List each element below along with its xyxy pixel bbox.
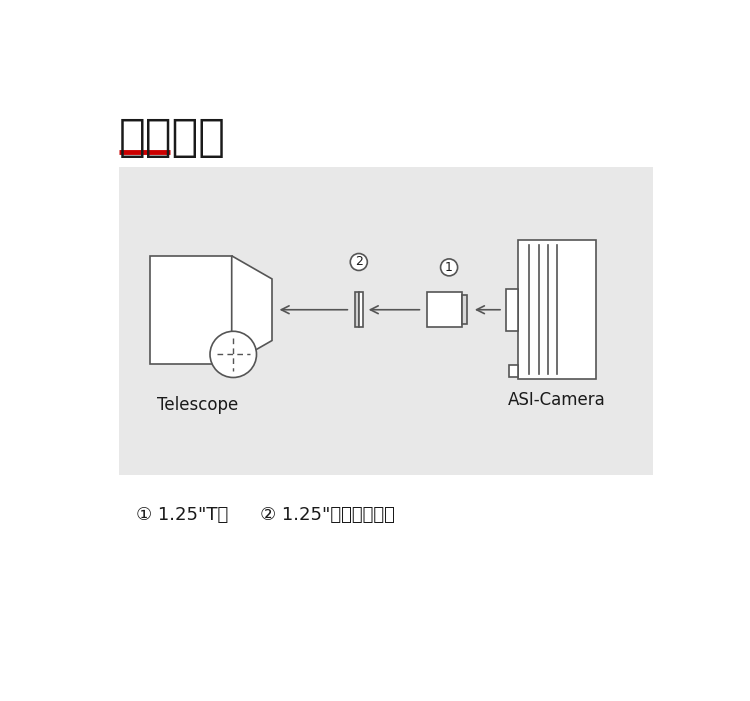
Circle shape — [350, 254, 368, 271]
Bar — [359, 292, 363, 327]
Bar — [118, 168, 653, 475]
Polygon shape — [232, 256, 272, 364]
Circle shape — [210, 332, 256, 378]
Text: 1: 1 — [446, 261, 453, 274]
Bar — [509, 365, 518, 378]
Bar — [149, 256, 232, 364]
Bar — [355, 292, 359, 327]
Text: Telescope: Telescope — [158, 396, 238, 414]
Text: ① 1.25"T桶: ① 1.25"T桶 — [136, 506, 229, 524]
Bar — [506, 289, 518, 330]
Text: ASI-Camera: ASI-Camera — [509, 391, 606, 409]
Bar — [427, 292, 462, 327]
Bar — [462, 295, 467, 325]
Text: 连接方式: 连接方式 — [118, 116, 226, 159]
Text: ② 1.25"滤镜（可选）: ② 1.25"滤镜（可选） — [260, 506, 395, 524]
Bar — [518, 240, 596, 379]
Text: 2: 2 — [355, 255, 363, 268]
Circle shape — [440, 259, 458, 276]
